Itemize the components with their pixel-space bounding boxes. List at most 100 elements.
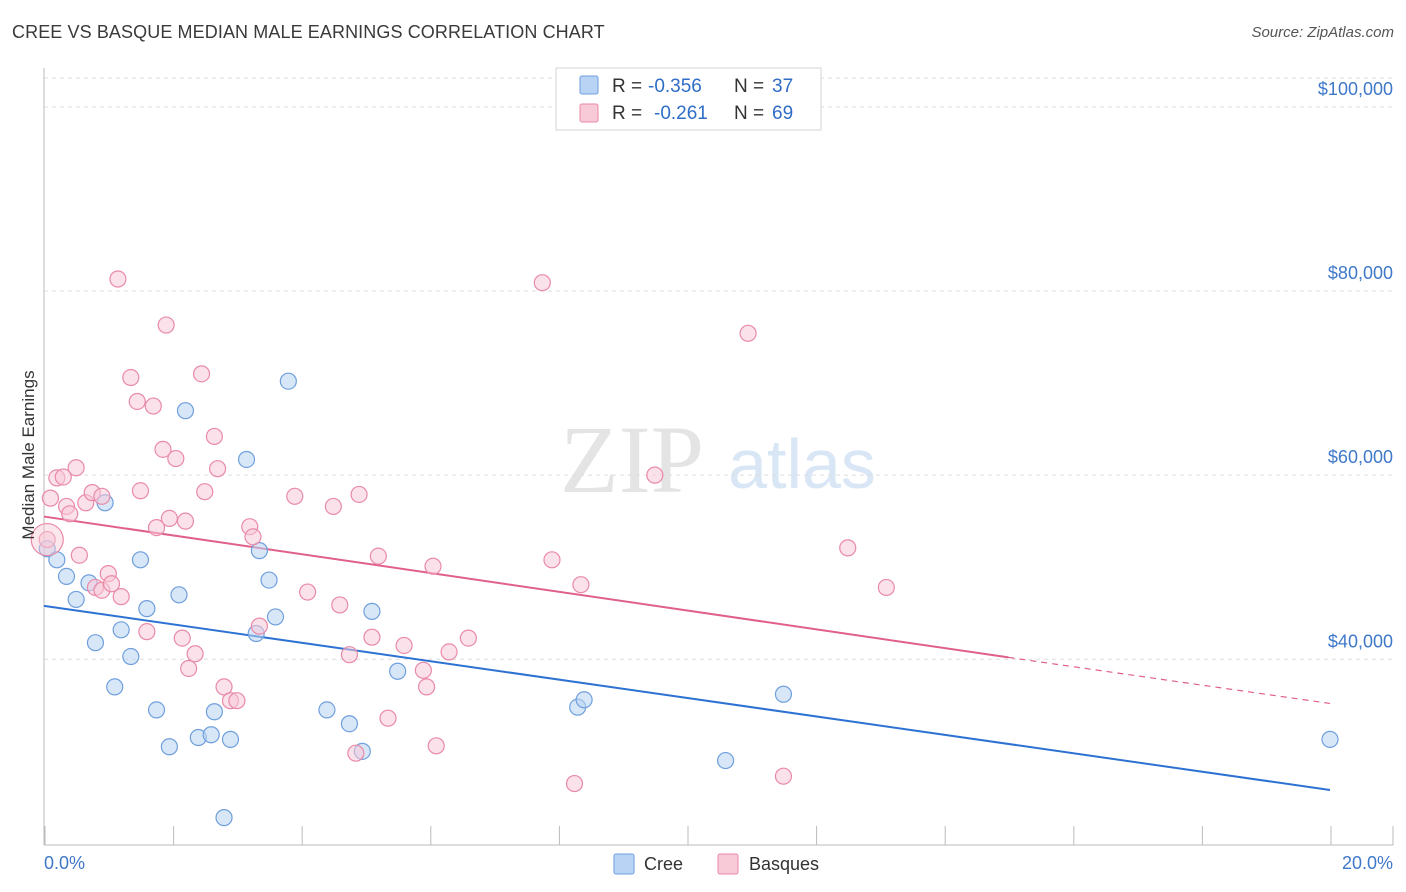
basque-point: [138, 623, 156, 641]
basque-point: [440, 643, 458, 661]
basque-point: [417, 678, 436, 696]
basque-point: [331, 596, 349, 614]
axes: $40,000 $60,000 $80,000 $100,000: [43, 68, 1394, 846]
basque-point: [112, 588, 130, 606]
basque-point: [427, 737, 445, 755]
basque-point: [167, 449, 185, 468]
basque-point: [250, 617, 269, 635]
basque-point: [38, 530, 56, 549]
basque-point: [286, 487, 304, 505]
cree-point: [131, 551, 150, 569]
basque-point: [102, 575, 121, 593]
basque-point: [192, 365, 211, 383]
legend-cree-r-label: R =: [612, 76, 642, 97]
cree-point: [1321, 730, 1339, 748]
legend-cree-n-label: N =: [734, 76, 764, 97]
legend-basque-r-label: R =: [612, 103, 642, 124]
basque-point: [131, 482, 150, 500]
x-tick-label-min: 0.0%: [44, 853, 85, 873]
trendlines: [43, 515, 1331, 792]
cree-point: [363, 602, 381, 620]
watermark-atlas: atlas: [728, 425, 876, 503]
series-legend-cree-swatch: [613, 853, 635, 875]
basque-point: [176, 512, 195, 530]
trendline-extension-basques: [1008, 656, 1331, 705]
legend-basque-swatch: [579, 103, 599, 123]
basque-point: [70, 546, 88, 564]
cree-point: [389, 662, 407, 680]
basque-point: [147, 519, 166, 537]
basque-point: [565, 774, 584, 793]
legend-cree-n-value: 37: [772, 76, 793, 97]
basque-point: [646, 466, 664, 484]
cree-point: [106, 678, 124, 696]
cree-point: [716, 751, 735, 770]
y-tick-label: $100,000: [1318, 79, 1393, 99]
cree-point: [250, 542, 269, 560]
basque-point: [154, 440, 172, 458]
y-axis-label: Median Male Earnings: [19, 370, 38, 539]
legend-box: [555, 67, 822, 131]
gridlines: [44, 77, 1393, 660]
watermark-zip: ZIP: [560, 406, 704, 513]
basque-point: [173, 629, 191, 647]
basque-point: [379, 709, 397, 727]
legend-cree-swatch: [579, 75, 599, 95]
basque-point: [299, 583, 317, 601]
basque-point: [41, 489, 60, 507]
series-legend-basque-label: Basques: [749, 854, 819, 874]
basque-point: [196, 483, 214, 501]
y-tick-label: $60,000: [1328, 447, 1393, 467]
basque-point: [459, 629, 477, 647]
y-tick-label: $80,000: [1328, 263, 1393, 283]
correlation-legend: R = -0.356 N = 37 R = -0.261 N = 69: [555, 67, 822, 131]
basque-point: [350, 485, 368, 504]
legend-basque-n-label: N =: [734, 103, 764, 124]
basque-point: [67, 459, 85, 477]
cree-point: [575, 691, 593, 709]
series-legend-cree-label: Cree: [644, 854, 683, 874]
basque-point: [414, 661, 432, 679]
cree-point: [138, 600, 156, 618]
basque-point: [739, 324, 757, 342]
cree-point: [202, 726, 220, 744]
cree-point: [176, 402, 195, 420]
basque-point: [424, 557, 442, 575]
cree-point: [318, 701, 336, 719]
y-tick-label: $40,000: [1328, 631, 1393, 651]
basque-point: [244, 528, 262, 546]
data-points: [30, 270, 1339, 827]
basque-point: [160, 509, 178, 527]
basque-point-large: [30, 522, 64, 557]
basque-point: [839, 539, 857, 557]
basque-point: [215, 678, 233, 696]
cree-point: [147, 701, 166, 719]
legend-cree-r-value: -0.356: [648, 76, 702, 97]
basque-point: [324, 497, 342, 516]
basque-point: [228, 692, 246, 710]
cree-point: [205, 703, 223, 721]
cree-point: [221, 730, 240, 748]
cree-point: [122, 647, 140, 666]
basque-point: [774, 767, 793, 785]
basque-point: [369, 547, 387, 565]
basque-point: [122, 368, 140, 387]
basque-point: [54, 468, 72, 486]
watermark: ZIP atlas: [560, 406, 876, 513]
cree-point: [279, 372, 297, 390]
cree-point: [237, 450, 256, 469]
cree-point: [340, 715, 359, 733]
cree-point: [160, 738, 178, 756]
cree-point: [215, 809, 233, 827]
series-legend: Cree Basques: [613, 853, 819, 875]
basque-point: [128, 392, 146, 411]
basque-point: [186, 645, 204, 663]
cree-point: [260, 571, 278, 589]
cree-point: [266, 608, 285, 626]
cree-point: [86, 634, 105, 652]
basque-point: [205, 427, 223, 446]
basque-point: [144, 397, 162, 415]
basque-point: [93, 487, 111, 505]
basque-point: [533, 274, 551, 292]
